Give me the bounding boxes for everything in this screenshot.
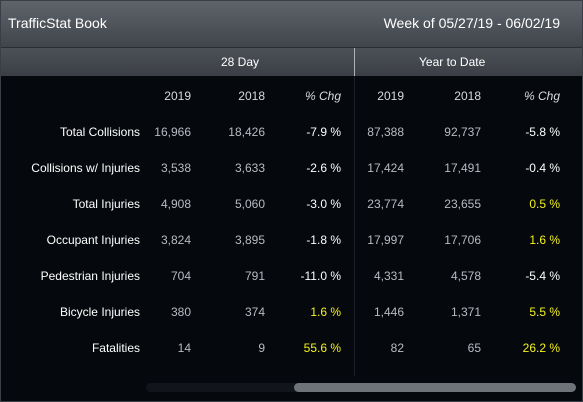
cell-ytd-2018: 17,491 [444,161,481,175]
cell-28d-2019: 380 [170,305,191,319]
week-range: Week of 05/27/19 - 06/02/19 [383,15,560,31]
col-header-ytd-2019: 2019 [377,89,404,103]
group-label-28-day: 28 Day [221,55,260,69]
cell-ytd-pct-chg: 0.5 % [529,197,560,211]
row-label: Bicycle Injuries [59,305,140,319]
cell-28d-2019: 704 [170,269,191,283]
cell-28d-2018: 3,895 [234,233,265,247]
group-label-year-to-date: Year to Date [419,55,486,69]
cell-ytd-2019: 87,388 [367,125,404,139]
cell-ytd-2018: 23,655 [444,197,481,211]
cell-28d-pct-chg: 1.6 % [310,305,341,319]
cell-ytd-2019: 82 [390,341,404,355]
cell-ytd-pct-chg: 1.6 % [529,233,560,247]
cell-ytd-pct-chg: -0.4 % [525,161,560,175]
cell-ytd-2018: 1,371 [450,305,481,319]
cell-ytd-pct-chg: 5.5 % [529,305,560,319]
cell-ytd-2018: 4,578 [450,269,481,283]
cell-ytd-2019: 4,331 [373,269,404,283]
cell-28d-pct-chg: -7.9 % [306,125,341,139]
col-header-ytd-2018: 2018 [454,89,481,103]
cell-28d-2019: 14 [177,341,191,355]
cell-28d-pct-chg: -1.8 % [306,233,341,247]
group-divider [354,48,355,76]
row-label: Total Collisions [59,125,140,139]
cell-28d-pct-chg: -2.6 % [306,161,341,175]
cell-28d-pct-chg: -11.0 % [300,269,341,283]
col-header-ytd-pct-chg: % Chg [523,89,560,103]
cell-ytd-2018: 92,737 [444,125,481,139]
cell-28d-2018: 791 [244,269,265,283]
cell-28d-2019: 16,966 [154,125,191,139]
cell-28d-2019: 4,908 [160,197,191,211]
cell-28d-2018: 5,060 [234,197,265,211]
cell-ytd-2019: 1,446 [373,305,404,319]
panel-title: TrafficStat Book [8,15,107,31]
cell-28d-2018: 3,633 [234,161,265,175]
column-group-bar: 28 Day Year to Date [1,48,582,76]
cell-28d-2019: 3,824 [160,233,191,247]
cell-28d-2018: 9 [258,341,265,355]
cell-28d-pct-chg: -3.0 % [306,197,341,211]
col-header-28d-pct-chg: % Chg [304,89,341,103]
cell-28d-pct-chg: 55.6 % [303,341,341,355]
row-label: Collisions w/ Injuries [31,161,140,175]
title-bar: TrafficStat Book Week of 05/27/19 - 06/0… [1,1,582,48]
cell-ytd-pct-chg: 26.2 % [522,341,560,355]
cell-28d-2018: 18,426 [228,125,265,139]
cell-28d-2019: 3,538 [160,161,191,175]
cell-ytd-2019: 17,997 [367,233,404,247]
cell-28d-2018: 374 [244,305,265,319]
cell-ytd-pct-chg: -5.4 % [525,269,560,283]
row-label: Fatalities [91,341,140,355]
cell-ytd-2019: 17,424 [367,161,404,175]
cell-ytd-2019: 23,774 [367,197,404,211]
row-label: Pedestrian Injuries [40,269,140,283]
col-header-28d-2018: 2018 [238,89,265,103]
horizontal-scrollbar-thumb[interactable] [294,383,576,392]
cell-ytd-2018: 17,706 [444,233,481,247]
col-header-28d-2019: 2019 [164,89,191,103]
section-divider [354,76,355,376]
row-label: Occupant Injuries [46,233,140,247]
cell-ytd-2018: 65 [467,341,481,355]
row-label: Total Injuries [72,197,140,211]
cell-ytd-pct-chg: -5.8 % [525,125,560,139]
